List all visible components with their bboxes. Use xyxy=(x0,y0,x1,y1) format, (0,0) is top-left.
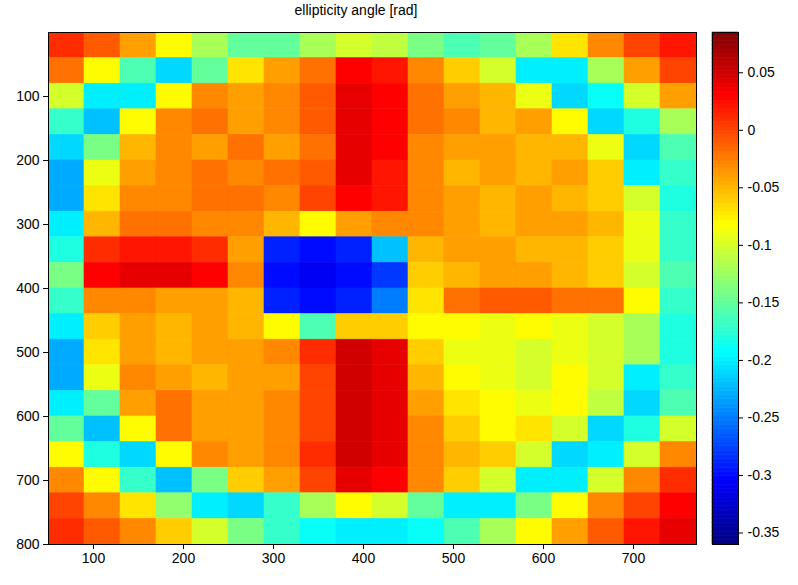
svg-text:0: 0 xyxy=(748,122,756,138)
svg-text:500: 500 xyxy=(442,550,466,566)
svg-text:300: 300 xyxy=(16,216,40,232)
svg-text:300: 300 xyxy=(262,550,286,566)
svg-text:100: 100 xyxy=(82,550,106,566)
svg-text:200: 200 xyxy=(172,550,196,566)
svg-text:-0.2: -0.2 xyxy=(748,352,772,368)
svg-text:0.05: 0.05 xyxy=(748,64,775,80)
svg-text:400: 400 xyxy=(16,280,40,296)
svg-text:-0.35: -0.35 xyxy=(748,524,780,540)
svg-text:500: 500 xyxy=(16,344,40,360)
svg-text:200: 200 xyxy=(16,152,40,168)
svg-text:-0.1: -0.1 xyxy=(748,237,772,253)
svg-text:-0.25: -0.25 xyxy=(748,409,780,425)
svg-text:-0.3: -0.3 xyxy=(748,467,772,483)
svg-text:600: 600 xyxy=(16,408,40,424)
svg-text:600: 600 xyxy=(532,550,556,566)
svg-text:100: 100 xyxy=(16,88,40,104)
svg-text:400: 400 xyxy=(352,550,376,566)
svg-text:800: 800 xyxy=(16,536,40,552)
html-text:ellipticity angle [rad]: ellipticity angle [rad] xyxy=(294,2,418,18)
svg-text:-0.15: -0.15 xyxy=(748,294,780,310)
svg-text:-0.05: -0.05 xyxy=(748,179,780,195)
svg-text:700: 700 xyxy=(16,472,40,488)
svg-text:700: 700 xyxy=(622,550,646,566)
